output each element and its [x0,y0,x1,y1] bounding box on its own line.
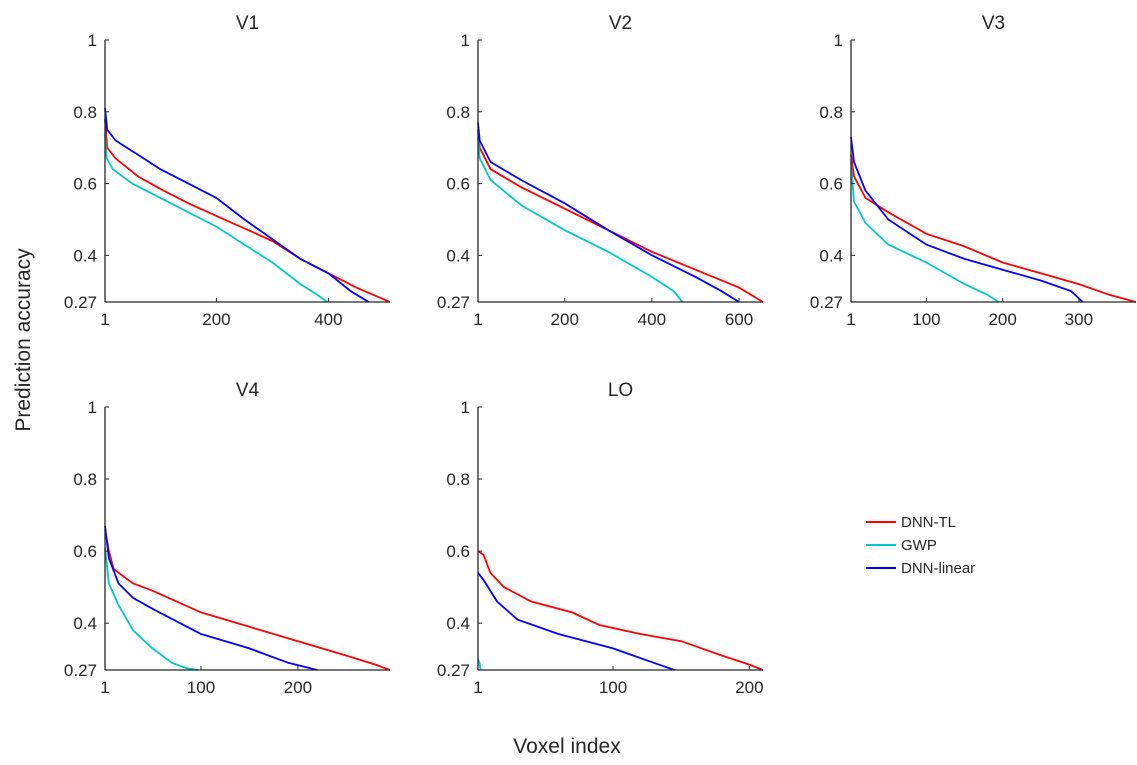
panel-v2-ytick-label: 0.8 [446,103,470,122]
panel-lo-ytick-label: 1 [461,398,470,417]
legend-label-dnn-tl: DNN-TL [901,514,956,531]
panel-v4-ytick-label: 0.27 [64,661,97,680]
panel-v2-series-gwp [477,136,684,303]
panel-v1-ytick-label: 0.8 [73,103,97,122]
legend-label-gwp: GWP [901,537,937,554]
panel-v4-series-dnn-tl [104,529,391,671]
legend: DNN-TL GWP DNN-linear [866,514,975,577]
panel-v2-ytick-label: 1 [461,31,470,50]
panel-v3-ytick-label: 0.8 [819,103,843,122]
panel-v3-series-gwp [850,161,1000,303]
panel-v3-series-dnn-linear [850,136,1084,303]
panel-v4-ytick-label: 1 [88,398,97,417]
panel-v4-ytick-label: 0.4 [73,614,97,633]
panel-v2-ytick-label: 0.4 [446,246,470,265]
panel-v3: 0.27 0.4 0.6 0.8 1 1 100 200 300 V3 [810,13,1137,329]
panel-v1-ytick-label: 0.6 [73,175,97,194]
panel-v1-xtick-label: 400 [314,310,342,329]
panels: 0.27 0.4 0.6 0.8 1 1 200 400 V1 0.27 0.4 0.6 0.8 1 1 20… [64,13,1137,697]
panel-v2-xtick-label: 200 [551,310,579,329]
panel-v3-ytick-label: 1 [834,31,843,50]
panel-v2-title: V2 [609,13,632,34]
panel-lo-ytick-label: 0.27 [437,661,470,680]
panel-v4-xtick-label: 100 [187,678,215,697]
panel-v2-ytick-label: 0.6 [446,175,470,194]
panel-lo-xtick-label: 1 [473,678,482,697]
panel-v3-ytick-label: 0.27 [810,293,843,312]
panel-v3-xtick-label: 300 [1065,310,1093,329]
panel-v1-series-dnn-linear [104,108,370,303]
panel-v4-ytick-label: 0.6 [73,542,97,561]
panel-lo-xtick-label: 100 [599,678,627,697]
legend-label-dnn-linear: DNN-linear [901,560,975,577]
panel-v1-series-dnn-tl [104,118,391,303]
panel-v4-xtick-label: 1 [100,678,109,697]
panel-v4-xtick-label: 200 [284,678,312,697]
panel-v4-series-dnn-linear [104,525,318,671]
x-axis-label: Voxel index [513,735,621,758]
y-axis-label: Prediction accuracy [12,248,35,432]
panel-v2-xtick-label: 1 [473,310,482,329]
panel-lo-ytick-label: 0.6 [446,542,470,561]
panel-v4-series-gwp [104,547,199,671]
panel-lo-title: LO [608,380,633,401]
panel-lo-xtick-label: 200 [735,678,763,697]
panel-lo-ytick-label: 0.8 [446,470,470,489]
panel-v1-xtick-label: 1 [100,310,109,329]
panel-v1-ytick-label: 1 [88,31,97,50]
panel-lo-series-dnn-tl [477,550,764,671]
panel-v3-xtick-label: 100 [912,310,940,329]
panel-v1-title: V1 [236,13,259,34]
panel-v1-ytick-label: 0.27 [64,293,97,312]
panel-v1: 0.27 0.4 0.6 0.8 1 1 200 400 V1 [64,13,391,329]
panel-v3-xtick-label: 1 [846,310,855,329]
panel-v3-title: V3 [982,13,1005,34]
panel-lo-ytick-label: 0.4 [446,614,470,633]
panel-v4: 0.27 0.4 0.6 0.8 1 1 100 200 V4 [64,380,391,697]
panel-v2-ytick-label: 0.27 [437,293,470,312]
panel-v3-xtick-label: 200 [988,310,1016,329]
panel-v4-title: V4 [236,380,260,401]
panel-lo: 0.27 0.4 0.6 0.8 1 1 100 200 LO [437,380,764,697]
panel-v2-series-dnn-linear [477,122,740,303]
panel-v2-series-dnn-tl [477,129,764,303]
panel-v2-xtick-label: 400 [638,310,666,329]
panel-v3-series-dnn-tl [850,154,1137,303]
panel-v1-xtick-label: 200 [202,310,230,329]
panel-v3-ytick-label: 0.4 [819,246,843,265]
panel-v3-ytick-label: 0.6 [819,175,843,194]
panel-v2: 0.27 0.4 0.6 0.8 1 1 200 400 600 V2 [437,13,764,329]
panel-v4-ytick-label: 0.8 [73,470,97,489]
panel-lo-series-dnn-linear [477,572,675,671]
panel-v1-ytick-label: 0.4 [73,246,97,265]
panel-v2-xtick-label: 600 [725,310,753,329]
panel-v1-series-gwp [104,133,328,303]
